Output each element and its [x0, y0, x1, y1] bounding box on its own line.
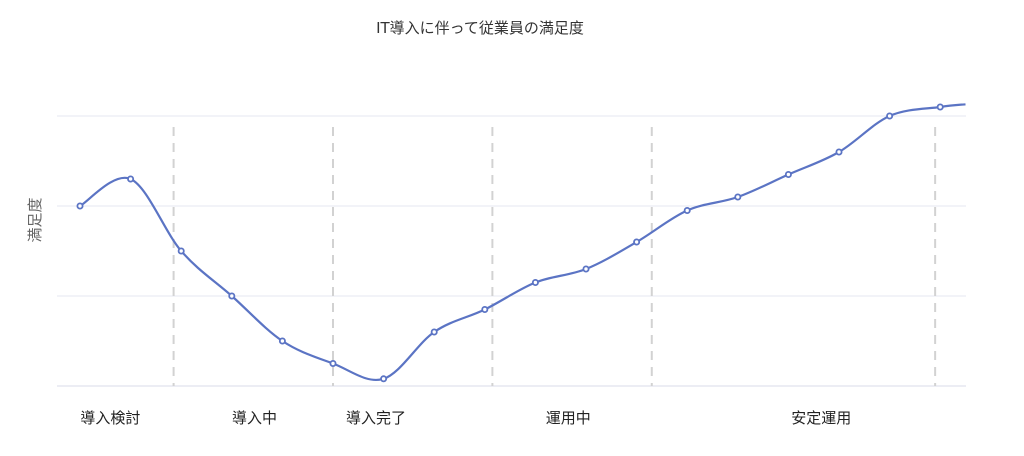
- y-axis-label: 満足度: [26, 197, 44, 242]
- data-point: [531, 278, 539, 286]
- data-point: [177, 247, 185, 255]
- series-line: [79, 103, 966, 382]
- data-point: [734, 193, 742, 201]
- phase-labels: 導入検討 導入中 導入完了 運用中 安定運用: [80, 409, 851, 427]
- data-point: [380, 375, 388, 383]
- phase-label: 安定運用: [791, 409, 851, 427]
- data-point: [835, 148, 843, 156]
- data-point: [784, 170, 792, 178]
- data-point: [329, 359, 337, 367]
- gridlines: [57, 115, 966, 387]
- data-point: [127, 175, 135, 183]
- data-point: [481, 305, 489, 313]
- data-point: [633, 238, 641, 246]
- data-point: [936, 103, 944, 111]
- phase-label: 運用中: [546, 409, 591, 427]
- series-line-layer: [79, 103, 966, 382]
- chart-title: IT導入に伴って従業員の満足度: [376, 19, 584, 37]
- data-point: [228, 292, 236, 300]
- data-point: [683, 206, 691, 214]
- data-point: [278, 337, 286, 345]
- phase-label: 導入完了: [346, 409, 406, 427]
- data-point: [582, 265, 590, 273]
- data-point: [430, 328, 438, 336]
- data-point: [76, 202, 84, 210]
- phase-label: 導入中: [232, 409, 277, 427]
- data-points: [76, 103, 944, 383]
- phase-dividers: [172, 127, 937, 386]
- phase-label: 導入検討: [80, 409, 140, 427]
- data-point: [886, 112, 894, 120]
